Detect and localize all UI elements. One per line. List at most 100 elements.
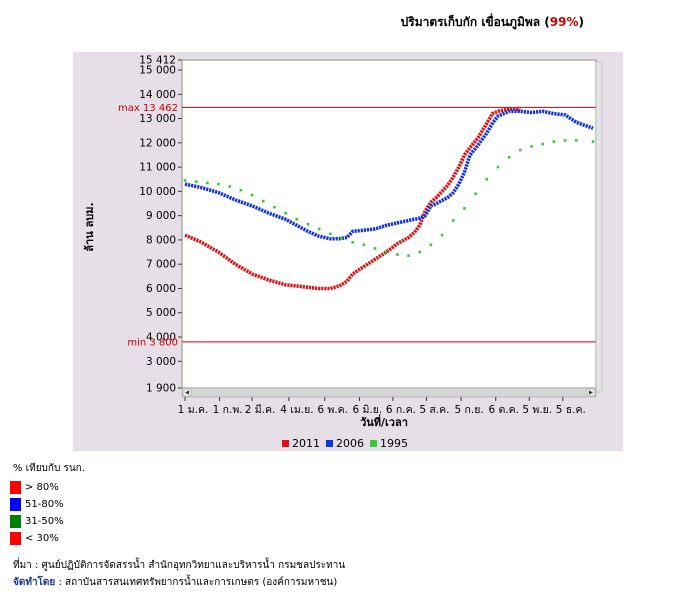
y-tick-label: 4 000 xyxy=(146,332,176,344)
data-point xyxy=(194,180,198,183)
y-tick-label: 13 000 xyxy=(139,113,176,125)
data-point xyxy=(591,140,595,143)
data-point xyxy=(340,237,343,241)
data-point xyxy=(530,145,533,148)
y-tick-label: 12 000 xyxy=(139,137,176,149)
data-point xyxy=(474,192,477,196)
x-tick-label: 5 พ.ย. xyxy=(522,404,552,416)
horizontal-scrollbar[interactable] xyxy=(181,387,597,398)
x-tick-label: 4 เม.ย. xyxy=(280,404,313,416)
data-point xyxy=(351,241,354,244)
y-tick-label: 9 000 xyxy=(146,210,176,222)
key-color-box xyxy=(10,498,21,511)
legend-swatch xyxy=(282,440,289,447)
series-line xyxy=(184,106,521,291)
chart-title: ปริมาตรเก็บกัก เขื่อนภูมิพล (99%) xyxy=(0,13,584,32)
data-point xyxy=(295,217,299,221)
reference-label: min 3 800 xyxy=(127,337,178,348)
title-prefix: ปริมาตรเก็บกัก เขื่อนภูมิพล ( xyxy=(400,15,550,29)
legend-item: 2006 xyxy=(326,437,364,450)
data-point xyxy=(206,181,209,185)
data-point xyxy=(228,185,232,188)
y-tick-label: 14 000 xyxy=(139,89,176,101)
data-point xyxy=(574,139,578,142)
key-item: > 80% xyxy=(10,479,85,496)
data-point xyxy=(407,254,410,258)
data-point xyxy=(485,177,489,181)
y-tick-label: 1 900 xyxy=(146,383,176,395)
data-point xyxy=(362,243,366,247)
data-point xyxy=(496,165,500,169)
x-tick-label: 2 มี.ค. xyxy=(245,403,276,416)
data-point xyxy=(507,156,511,159)
vertical-scrollbar[interactable] xyxy=(595,61,603,393)
y-tick-label: 3 000 xyxy=(146,356,176,368)
data-point xyxy=(451,219,455,222)
percent-key: % เทียบกับ รนก. > 80% 51-80% 31-50% < 30… xyxy=(10,461,85,547)
storage-percent: 99% xyxy=(549,15,579,29)
key-label: 51-80% xyxy=(25,499,64,510)
arrow-left-icon xyxy=(185,390,189,395)
legend-item: 1995 xyxy=(370,437,408,450)
y-tick-label: 15 412 xyxy=(139,55,176,67)
data-point xyxy=(429,243,433,247)
x-axis-label: วันที่/เวลา xyxy=(360,414,408,429)
data-point xyxy=(284,211,287,215)
data-point xyxy=(552,140,556,143)
legend-label: 1995 xyxy=(380,437,408,450)
key-item: 51-80% xyxy=(10,496,85,513)
percent-key-heading: % เทียบกับ รนก. xyxy=(13,463,85,474)
series-2011 xyxy=(184,106,521,291)
data-point xyxy=(563,139,567,142)
key-label: < 30% xyxy=(25,533,59,544)
key-item: 31-50% xyxy=(10,513,85,530)
data-point xyxy=(384,250,388,254)
data-point xyxy=(463,207,466,210)
legend-item: 2011 xyxy=(282,437,320,450)
x-tick-label: 6 ต.ค. xyxy=(488,404,519,416)
title-suffix: ) xyxy=(578,15,584,29)
y-tick-label: 7 000 xyxy=(146,259,176,271)
data-point xyxy=(418,250,422,254)
data-point xyxy=(329,232,332,236)
legend-label: 2006 xyxy=(336,437,364,450)
x-tick-label: 5 ก.ย. xyxy=(454,404,483,416)
data-point xyxy=(440,233,444,237)
key-item: < 30% xyxy=(10,530,85,547)
data-point xyxy=(317,227,321,231)
data-point xyxy=(239,188,243,192)
y-tick-label: 8 000 xyxy=(146,234,176,246)
chart-panel: 15 412 15 000 14 000 13 000 12 000 11 000 10 0… xyxy=(73,52,623,451)
reference-label: max 13 462 xyxy=(118,103,178,114)
x-tick-label: 1 ก.พ. xyxy=(213,404,243,416)
data-point xyxy=(396,253,399,256)
prepared-by-label: จัดทำโดย xyxy=(13,577,56,588)
data-point xyxy=(183,179,187,182)
data-point xyxy=(519,148,522,152)
data-point xyxy=(261,199,265,203)
series-2006 xyxy=(184,109,594,241)
x-tick-label: 5 ธ.ค. xyxy=(556,404,586,416)
key-label: > 80% xyxy=(25,482,59,493)
vertical-scrollbar-track[interactable] xyxy=(595,61,603,393)
reference-lines: max 13 462 min 3 800 xyxy=(118,103,596,348)
y-tick-label: 15 000 xyxy=(139,65,176,77)
series-line xyxy=(184,109,594,241)
x-tick-label: 1 ม.ค. xyxy=(178,404,209,416)
y-axis-label: ล้าน ลบม. xyxy=(83,202,96,251)
arrow-right-icon xyxy=(589,390,593,395)
data-point xyxy=(541,142,544,146)
data-point xyxy=(217,182,220,186)
prepared-by-note: จัดทำโดย : สถาบันสารสนเทศทรัพยากรน้ำและก… xyxy=(13,575,337,590)
y-tick-label: 10 000 xyxy=(139,186,176,198)
data-point xyxy=(250,193,254,197)
legend-label: 2011 xyxy=(292,437,320,450)
legend-swatch xyxy=(326,440,333,447)
prepared-by-value: : สถาบันสารสนเทศทรัพยากรน้ำและการเกษตร (… xyxy=(58,577,338,588)
key-color-box xyxy=(10,532,21,545)
x-tick-label: 6 มิ.ย. xyxy=(352,404,382,416)
scrollbar-track[interactable] xyxy=(181,387,597,398)
chart-legend: 2011 2006 1995 xyxy=(282,437,408,450)
